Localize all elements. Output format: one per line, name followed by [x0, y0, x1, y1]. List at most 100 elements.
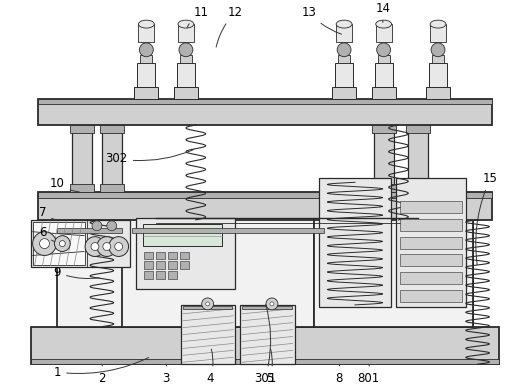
- Bar: [335, 63, 353, 87]
- Bar: [132, 228, 324, 233]
- Bar: [38, 192, 492, 220]
- Text: 8: 8: [335, 364, 343, 385]
- Bar: [400, 219, 462, 231]
- Bar: [70, 184, 94, 192]
- Bar: [136, 218, 235, 289]
- Text: 4: 4: [207, 349, 214, 385]
- Bar: [336, 24, 352, 42]
- Bar: [375, 63, 393, 87]
- Bar: [372, 125, 396, 133]
- Ellipse shape: [376, 20, 391, 28]
- Bar: [372, 87, 396, 99]
- Bar: [31, 220, 130, 267]
- Bar: [242, 306, 291, 309]
- Bar: [372, 184, 396, 192]
- Bar: [144, 261, 153, 269]
- Text: 801: 801: [358, 364, 380, 385]
- Bar: [168, 271, 177, 279]
- Ellipse shape: [178, 20, 194, 28]
- Circle shape: [270, 302, 274, 306]
- Circle shape: [107, 221, 117, 231]
- Bar: [430, 24, 446, 42]
- Text: 9: 9: [53, 266, 99, 279]
- Bar: [400, 201, 462, 213]
- Bar: [100, 184, 124, 192]
- Text: 2: 2: [98, 364, 106, 385]
- Bar: [38, 192, 492, 198]
- Bar: [57, 223, 472, 327]
- Text: 3: 3: [162, 364, 170, 385]
- Bar: [400, 290, 462, 302]
- Circle shape: [103, 243, 111, 250]
- Bar: [140, 55, 152, 63]
- Text: 6: 6: [39, 226, 54, 242]
- Bar: [397, 178, 466, 307]
- Circle shape: [431, 43, 445, 57]
- Text: 301: 301: [254, 305, 276, 385]
- Circle shape: [140, 43, 153, 57]
- Bar: [374, 125, 394, 192]
- Bar: [314, 216, 472, 327]
- Bar: [144, 271, 153, 279]
- Bar: [38, 99, 492, 104]
- Circle shape: [59, 241, 65, 247]
- Bar: [408, 125, 428, 192]
- Bar: [122, 216, 314, 327]
- Circle shape: [337, 43, 351, 57]
- Ellipse shape: [336, 20, 352, 28]
- Bar: [57, 228, 122, 233]
- Bar: [400, 255, 462, 266]
- Circle shape: [266, 298, 278, 310]
- Text: 7: 7: [39, 206, 54, 219]
- Bar: [180, 261, 189, 269]
- Bar: [178, 24, 194, 42]
- Text: 5: 5: [266, 349, 273, 385]
- Text: 14: 14: [376, 2, 391, 22]
- Text: 302: 302: [106, 150, 193, 165]
- Bar: [102, 125, 122, 192]
- Circle shape: [40, 239, 49, 248]
- Circle shape: [85, 237, 105, 257]
- Bar: [139, 24, 154, 42]
- Bar: [143, 224, 223, 246]
- Bar: [168, 261, 177, 269]
- Text: 1: 1: [53, 358, 149, 378]
- Circle shape: [54, 236, 70, 252]
- Bar: [180, 55, 192, 63]
- Text: 12: 12: [216, 6, 243, 47]
- Bar: [181, 305, 235, 364]
- Bar: [406, 125, 430, 133]
- Ellipse shape: [430, 20, 446, 28]
- Text: 15: 15: [476, 172, 498, 265]
- Circle shape: [377, 43, 390, 57]
- Circle shape: [115, 243, 123, 250]
- Bar: [70, 125, 94, 133]
- Bar: [320, 178, 390, 307]
- Bar: [432, 55, 444, 63]
- Bar: [400, 237, 462, 248]
- Bar: [338, 55, 350, 63]
- Bar: [31, 359, 499, 364]
- Bar: [378, 55, 389, 63]
- Bar: [156, 271, 165, 279]
- Bar: [134, 87, 158, 99]
- Bar: [144, 252, 153, 259]
- Circle shape: [206, 302, 209, 306]
- Bar: [33, 222, 85, 265]
- Bar: [332, 87, 356, 99]
- Bar: [156, 261, 165, 269]
- Bar: [31, 327, 499, 364]
- Circle shape: [33, 232, 57, 255]
- Bar: [38, 99, 492, 125]
- Text: 11: 11: [187, 6, 208, 27]
- Bar: [406, 184, 430, 192]
- Circle shape: [91, 243, 99, 250]
- Bar: [100, 125, 124, 133]
- Bar: [400, 272, 462, 284]
- Bar: [240, 305, 295, 364]
- Bar: [429, 63, 447, 87]
- Circle shape: [179, 43, 193, 57]
- Bar: [138, 63, 155, 87]
- Bar: [72, 125, 92, 192]
- Bar: [180, 252, 189, 259]
